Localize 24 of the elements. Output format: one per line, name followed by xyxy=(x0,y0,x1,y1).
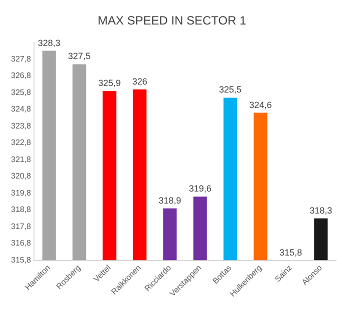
y-tick-label: 327,8 xyxy=(10,54,32,64)
y-tick-label: 324,8 xyxy=(10,104,32,114)
y-tick-label: 322,8 xyxy=(10,138,32,148)
data-label: 327,5 xyxy=(68,51,91,62)
y-tick-label: 316,8 xyxy=(10,238,32,248)
chart-title: MAX SPEED IN SECTOR 1 xyxy=(98,14,247,28)
data-label: 315,8 xyxy=(279,247,302,258)
y-tick-label: 323,8 xyxy=(10,121,32,130)
y-tick-label: 315,8 xyxy=(10,255,32,264)
data-label: 328,3 xyxy=(38,38,60,48)
data-label: 325,5 xyxy=(219,84,242,95)
y-tick-label: 319,8 xyxy=(10,188,32,198)
data-label: 325,9 xyxy=(98,78,121,88)
data-label: 319,6 xyxy=(188,184,212,194)
data-label: 318,9 xyxy=(158,195,182,206)
y-tick-label: 326,8 xyxy=(10,71,32,80)
data-label: 318,3 xyxy=(310,205,332,216)
y-tick-label: 318,8 xyxy=(10,205,32,214)
y-tick-label: 320,8 xyxy=(10,172,32,181)
y-tick-label: 321,8 xyxy=(10,154,32,164)
data-label: 324,6 xyxy=(249,100,272,110)
data-label: 326 xyxy=(132,76,148,86)
y-tick-label: 317,8 xyxy=(10,222,32,231)
y-tick-label: 325,8 xyxy=(10,88,32,97)
